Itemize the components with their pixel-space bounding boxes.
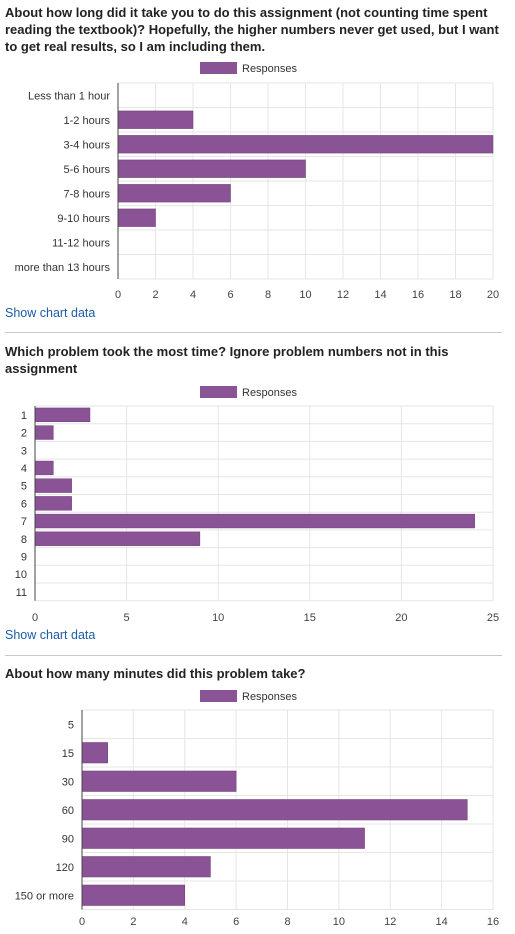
x-tick-label: 4 — [190, 289, 196, 301]
x-tick-label: 25 — [487, 612, 499, 624]
x-tick-label: 2 — [152, 289, 158, 301]
category-label: 30 — [62, 776, 74, 788]
bar-7 — [34, 513, 475, 529]
x-tick-label: 14 — [374, 289, 386, 301]
category-label: 8 — [21, 534, 27, 546]
x-tick-label: 4 — [182, 916, 188, 928]
category-label: 2 — [21, 428, 27, 440]
question-3-title: About how many minutes did this problem … — [5, 666, 306, 681]
x-tick-label: 8 — [284, 916, 290, 928]
category-label: 11 — [16, 587, 27, 599]
category-label: 9-10 hours — [57, 213, 110, 225]
bar-7-8-hours — [117, 184, 231, 203]
legend-swatch — [200, 62, 237, 74]
x-tick-label: 12 — [384, 916, 396, 928]
question-1-chart: Responses Less than 1 hour 1-2 hours 3-4 ho… — [15, 62, 499, 301]
bar-3-4-hours — [117, 135, 494, 154]
bar-6 — [34, 496, 72, 511]
bar-9-10-hours — [117, 208, 156, 227]
x-tick-label: 6 — [233, 916, 239, 928]
category-label: 6 — [21, 498, 27, 510]
x-tick-label: 16 — [487, 916, 499, 928]
legend: Responses — [200, 690, 298, 703]
legend: Responses — [200, 386, 298, 399]
category-label: 9 — [21, 551, 27, 563]
category-label: 5 — [68, 719, 74, 731]
bar-8 — [34, 531, 201, 546]
legend-label: Responses — [242, 63, 298, 75]
x-tick-label: 15 — [304, 612, 316, 624]
bar-30 — [81, 770, 237, 792]
question-separator — [5, 332, 502, 333]
bar-1-2-hours — [117, 110, 194, 129]
question-2-chart: Responses 1 2 3 4 5 6 7 8 9 10 11 0 5 10 15 20 25 — [15, 386, 499, 624]
bar-90 — [81, 827, 365, 849]
category-label: 120 — [56, 862, 74, 874]
x-tick-label: 0 — [115, 289, 121, 301]
question-2-title: Which problem took the most time? Ignore… — [5, 344, 449, 376]
x-tick-label: 10 — [333, 916, 345, 928]
x-tick-label: 20 — [487, 289, 499, 301]
bar-150-or-more — [81, 884, 185, 906]
bar-15 — [81, 742, 108, 764]
category-label: 11-12 hours — [52, 237, 110, 249]
category-label: 15 — [62, 748, 74, 760]
question-3-chart: Responses 5 15 30 60 90 120 150 or more 0 2 4 6 8 10 1… — [15, 690, 499, 928]
x-tick-label: 5 — [124, 612, 130, 624]
bar-120 — [81, 856, 211, 878]
bar-5-6-hours — [117, 159, 306, 178]
x-tick-label: 18 — [449, 289, 461, 301]
category-label: 90 — [62, 833, 74, 845]
question-2-show-chart-data-link[interactable]: Show chart data — [5, 628, 96, 642]
bar-1 — [34, 407, 91, 423]
legend-swatch — [200, 386, 237, 398]
category-label: 3 — [21, 445, 27, 457]
category-label: 5-6 hours — [64, 164, 111, 176]
category-label: 7 — [21, 516, 27, 528]
category-label: more than 13 hours — [15, 262, 111, 274]
legend-label: Responses — [242, 691, 298, 703]
category-label: 5 — [21, 481, 27, 493]
category-label: 7-8 hours — [64, 188, 111, 200]
x-tick-label: 6 — [227, 289, 233, 301]
question-1-show-chart-data-link[interactable]: Show chart data — [5, 306, 96, 320]
x-tick-label: 0 — [32, 612, 38, 624]
x-tick-label: 12 — [337, 289, 349, 301]
x-tick-label: 10 — [212, 612, 224, 624]
x-tick-label: 2 — [130, 916, 136, 928]
x-tick-label: 8 — [265, 289, 271, 301]
category-label: 60 — [62, 805, 74, 817]
question-separator — [5, 655, 502, 656]
x-tick-label: 14 — [436, 916, 448, 928]
bar-2 — [34, 425, 54, 440]
category-label: Less than 1 hour — [28, 90, 110, 102]
legend-label: Responses — [242, 387, 298, 399]
legend: Responses — [200, 62, 298, 75]
category-label: 3-4 hours — [64, 139, 111, 151]
bar-60 — [81, 799, 468, 821]
x-tick-label: 10 — [299, 289, 311, 301]
bar-5 — [34, 478, 72, 493]
x-tick-label: 0 — [79, 916, 85, 928]
bar-4 — [34, 460, 54, 476]
legend-swatch — [200, 690, 237, 702]
category-label: 10 — [15, 569, 27, 581]
category-label: 150 or more — [15, 890, 74, 902]
category-label: 4 — [21, 463, 27, 475]
question-1-title: About how long did it take you to do thi… — [5, 5, 499, 54]
category-label: 1 — [21, 410, 27, 422]
category-label: 1-2 hours — [64, 115, 111, 127]
x-tick-label: 16 — [412, 289, 424, 301]
x-tick-label: 20 — [395, 612, 407, 624]
